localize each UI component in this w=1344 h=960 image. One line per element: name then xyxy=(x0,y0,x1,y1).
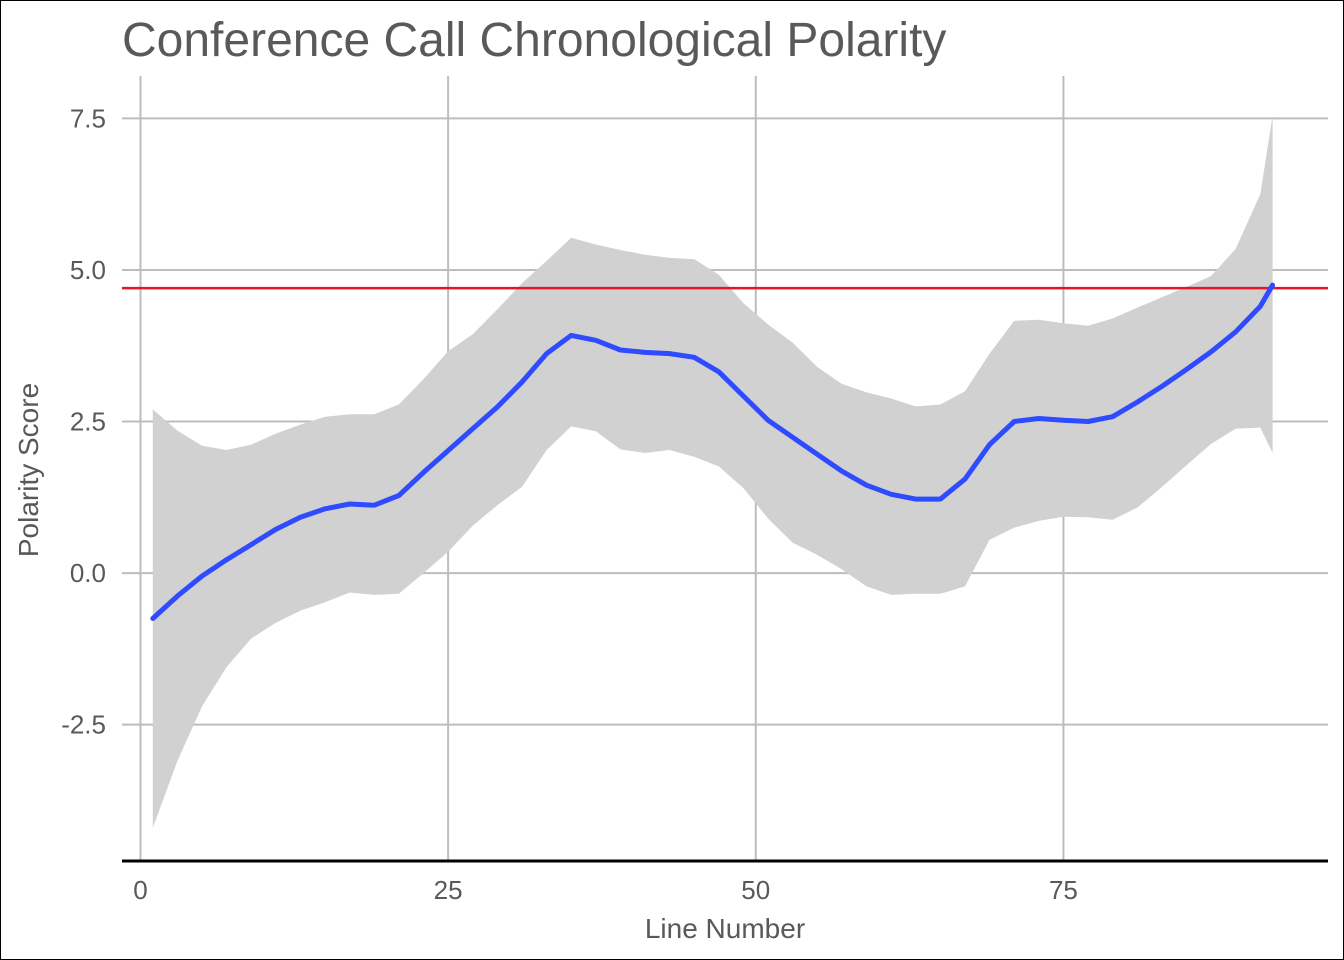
chart-title: Conference Call Chronological Polarity xyxy=(122,14,946,67)
y-tick-label: 5.0 xyxy=(70,255,106,285)
y-axis-label: Polarity Score xyxy=(13,383,44,557)
x-tick-label: 50 xyxy=(741,875,770,905)
y-tick-label: 0.0 xyxy=(70,558,106,588)
x-tick-label: 0 xyxy=(133,875,147,905)
y-tick-label: 7.5 xyxy=(70,103,106,133)
x-axis-label: Line Number xyxy=(645,913,805,944)
y-tick-label: 2.5 xyxy=(70,407,106,437)
x-tick-labels: 0 25 50 75 xyxy=(133,875,1078,905)
y-tick-labels: -2.5 0.0 2.5 5.0 7.5 xyxy=(61,103,106,739)
x-tick-label: 75 xyxy=(1049,875,1078,905)
trend-line xyxy=(150,282,1276,621)
x-tick-label: 25 xyxy=(434,875,463,905)
confidence-band xyxy=(152,115,1273,828)
y-tick-label: -2.5 xyxy=(61,710,106,740)
